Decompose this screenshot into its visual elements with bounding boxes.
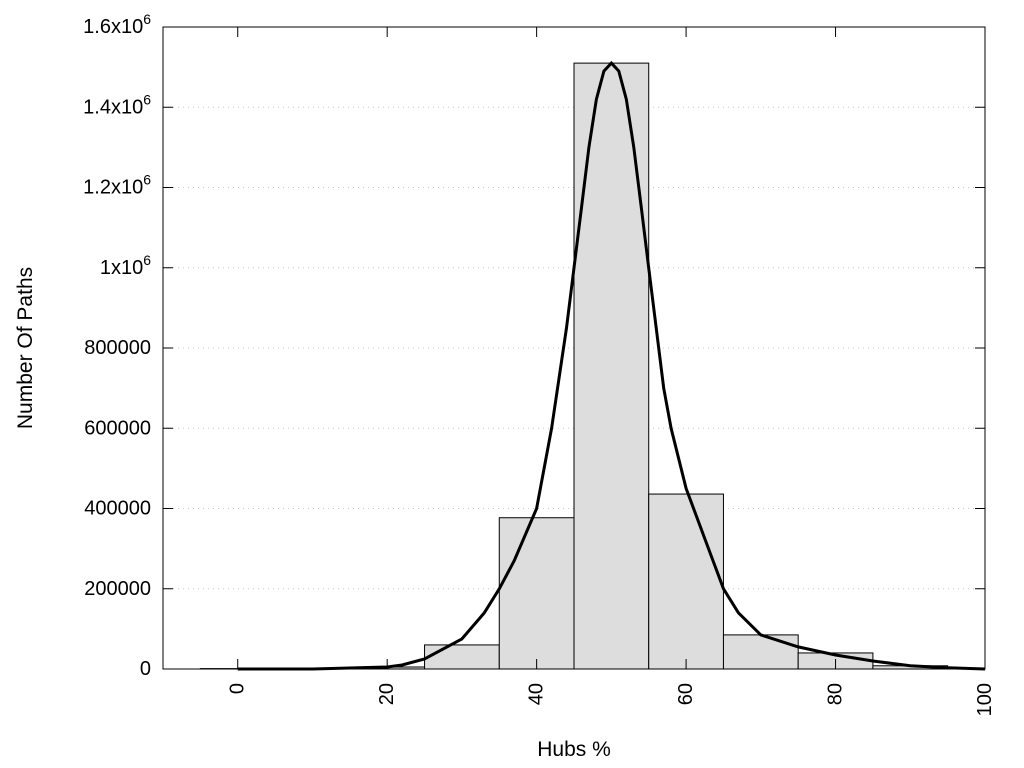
distribution-curve — [237, 60, 986, 671]
histogram-bar-5 — [573, 62, 650, 670]
y-tick-label: 200000 — [84, 578, 151, 600]
x-tick-label: 60 — [675, 683, 697, 705]
y-tick-label: 400000 — [84, 498, 151, 520]
x-tick-label: 20 — [376, 683, 398, 705]
y-axis-title: Number Of Paths — [14, 267, 37, 429]
histogram-bar-6 — [648, 493, 724, 670]
histogram-bar-4 — [498, 517, 575, 670]
x-tick-label: 40 — [526, 683, 548, 705]
histogram-bar-7 — [722, 634, 799, 670]
y-tick-label: 0 — [140, 658, 151, 680]
y-tick-label: 1.4x106 — [83, 91, 151, 118]
x-axis-ticks: 0 20 40 60 80 100 — [227, 27, 996, 716]
x-tick-label: 100 — [974, 683, 996, 716]
y-tick-label: 1.6x106 — [83, 11, 151, 38]
y-axis-ticks: 0 200000 400000 600000 800000 1x106 1.2x106 1.4… — [83, 11, 985, 680]
y-tick-label: 1.2x106 — [83, 172, 151, 199]
x-tick-label: 80 — [825, 683, 847, 705]
y-tick-label: 600000 — [84, 417, 151, 439]
histogram-bar-3 — [424, 644, 500, 670]
y-tick-label: 1x106 — [100, 252, 151, 279]
histogram-bars — [199, 62, 986, 670]
y-tick-label: 800000 — [84, 337, 151, 359]
x-tick-label: 0 — [227, 683, 249, 694]
x-axis-title: Hubs % — [537, 738, 611, 761]
